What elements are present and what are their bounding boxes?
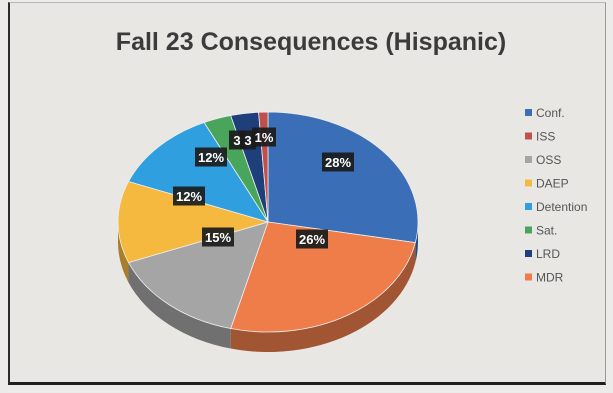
pie-side-conf — [415, 222, 418, 263]
legend-item-mdr: MDR — [525, 271, 564, 285]
legend-swatch — [525, 226, 532, 234]
chart-legend: Conf. ISS OSS DAEP Detention Sat. LRD MDR — [525, 106, 587, 285]
data-label-box — [322, 152, 354, 172]
data-label-detention: 12% — [195, 147, 227, 167]
data-label-text: 12% — [176, 189, 202, 204]
pie-slice-mdr — [230, 221, 416, 333]
data-label-text: 1% — [255, 130, 274, 145]
data-label-conf: 28% — [322, 152, 354, 172]
legend-label: LRD — [536, 247, 560, 261]
legend-label: DAEP — [536, 177, 569, 191]
legend-item-detention: Detention — [525, 200, 587, 214]
data-label-text: 3 — [244, 133, 251, 148]
legend-label: ISS — [536, 130, 555, 144]
legend-swatch — [525, 109, 532, 116]
data-label-iss: 1% — [252, 127, 276, 147]
pie-slice-oss — [127, 221, 269, 330]
data-label-text: 12% — [198, 150, 224, 165]
pie-depth — [118, 222, 418, 353]
data-label-text: 26% — [299, 232, 325, 247]
pie-slice-detention — [127, 121, 269, 223]
data-label-box — [195, 147, 227, 167]
pie-side-daep — [118, 222, 129, 283]
legend-label: Sat. — [536, 224, 557, 238]
data-label-box — [296, 229, 328, 249]
legend-item-iss: ISS — [525, 130, 555, 144]
legend-item-oss: OSS — [525, 153, 561, 167]
legend-swatch — [525, 273, 532, 281]
data-label-box — [202, 227, 234, 247]
data-label-mdr: 26% — [296, 229, 328, 249]
legend-label: Conf. — [536, 106, 565, 120]
pie-side-oss — [128, 262, 231, 349]
legend-swatch — [525, 156, 532, 163]
pie-slice-conf — [267, 111, 419, 244]
data-label-text: 3 — [233, 133, 240, 148]
pie-data-labels: 28% 26% 15% 12% 12% 3 3 1% — [173, 127, 354, 249]
legend-item-lrd: LRD — [525, 247, 560, 261]
legend-swatch — [525, 132, 532, 140]
legend-item-daep: DAEP — [525, 177, 569, 191]
data-label-text: 15% — [205, 230, 231, 245]
legend-label: MDR — [536, 271, 564, 285]
pie-slices — [117, 111, 419, 333]
legend-item-conf: Conf. — [525, 106, 565, 120]
data-label-text: 28% — [325, 155, 351, 170]
legend-label: OSS — [536, 153, 561, 167]
data-label-box — [173, 186, 205, 206]
legend-label: Detention — [536, 200, 587, 214]
pie-side-mdr — [230, 242, 416, 353]
legend-swatch — [525, 203, 532, 210]
pie-slice-daep — [117, 181, 270, 263]
legend-swatch — [525, 179, 532, 187]
data-label-daep: 12% — [173, 186, 205, 206]
chart-title: Fall 23 Consequences (Hispanic) — [116, 28, 506, 56]
legend-swatch — [525, 250, 532, 257]
legend-item-sat: Sat. — [525, 224, 557, 238]
data-label-box — [252, 127, 276, 147]
data-label-oss: 15% — [202, 227, 234, 247]
